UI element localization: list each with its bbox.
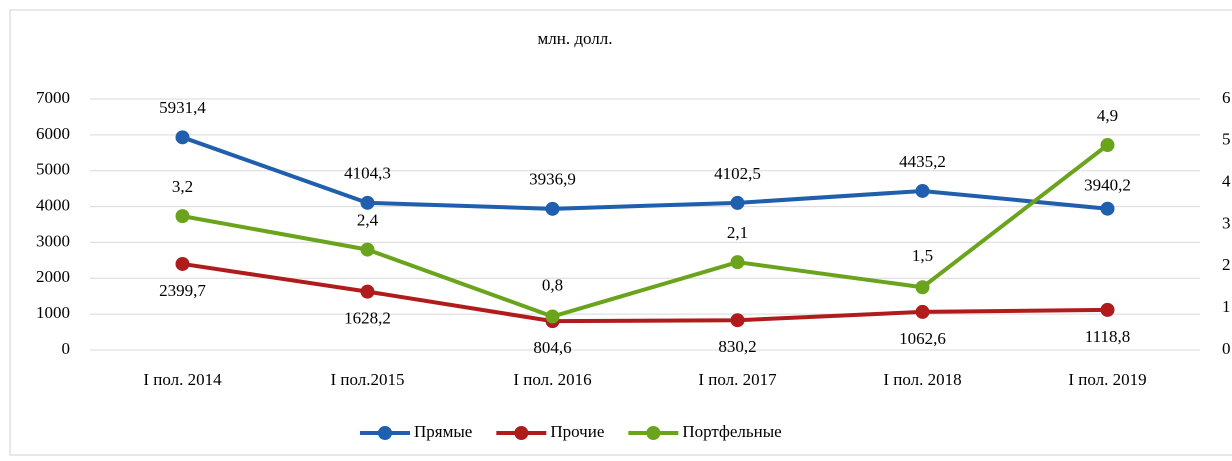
- data-label: 3940,2: [1084, 176, 1131, 195]
- data-label: 2,1: [727, 223, 748, 242]
- y-tick-label: 4000: [36, 195, 70, 214]
- data-label: 1,5: [912, 246, 933, 265]
- data-label: 1628,2: [344, 309, 391, 328]
- point: [360, 242, 375, 257]
- data-label: 2399,7: [159, 281, 206, 300]
- y-tick-label: 2000: [36, 267, 70, 286]
- point: [175, 209, 190, 224]
- legend-label: Портфельные: [682, 422, 781, 441]
- data-label: 4435,2: [899, 152, 946, 171]
- y-tick-label: 3000: [36, 231, 70, 250]
- legend-marker: [378, 426, 392, 440]
- data-label: 4104,3: [344, 164, 391, 183]
- point: [1100, 138, 1115, 153]
- data-label: 830,2: [718, 337, 756, 356]
- point: [915, 183, 930, 198]
- data-label: 2,4: [357, 211, 379, 230]
- point: [730, 195, 745, 210]
- point: [545, 201, 560, 216]
- y-tick-label: 6000: [36, 124, 70, 143]
- y-tick-label: 1000: [36, 303, 70, 322]
- data-label: 4102,5: [714, 164, 761, 183]
- y2-tick-label: 4: [1222, 172, 1231, 191]
- y2-tick-label: 1: [1222, 297, 1231, 316]
- series-line: [182, 261, 1108, 324]
- data-label: 0,8: [542, 275, 563, 294]
- data-label: 4,9: [1097, 106, 1118, 125]
- legend-marker: [514, 426, 529, 440]
- data-label: 3,2: [172, 177, 193, 196]
- legend-label: Прочие: [550, 422, 604, 441]
- data-label: 3936,9: [529, 170, 576, 189]
- data-label: 804,6: [533, 338, 571, 357]
- x-tick-label: I пол.2015: [330, 370, 404, 389]
- series-line: [182, 143, 1109, 319]
- data-label: 1118,8: [1085, 327, 1131, 346]
- x-tick-label: I пол. 2019: [1068, 370, 1146, 389]
- y2-tick-label: 5: [1222, 130, 1231, 149]
- chart-title: млн. долл.: [538, 29, 613, 48]
- point: [360, 284, 375, 299]
- data-label: 5931,4: [159, 98, 206, 117]
- point: [1100, 302, 1115, 317]
- y-tick-label: 5000: [36, 160, 70, 179]
- y2-tick-label: 0: [1222, 339, 1231, 358]
- x-tick-label: I пол. 2014: [143, 370, 222, 389]
- point: [915, 304, 930, 319]
- point: [545, 309, 560, 324]
- y-tick-label: 7000: [36, 88, 70, 107]
- x-tick-label: I пол. 2018: [883, 370, 961, 389]
- y2-tick-label: 3: [1222, 213, 1231, 232]
- data-label: 1062,6: [899, 329, 946, 348]
- x-tick-label: I пол. 2017: [698, 370, 777, 389]
- legend-label: Прямые: [414, 422, 472, 441]
- point: [915, 280, 930, 295]
- y2-tick-label: 6: [1222, 88, 1231, 107]
- point: [730, 313, 745, 328]
- point: [175, 130, 190, 145]
- y2-tick-label: 2: [1222, 255, 1231, 274]
- point: [175, 256, 190, 271]
- series-line: [181, 135, 1108, 211]
- point: [730, 255, 745, 270]
- legend-marker: [646, 426, 661, 440]
- point: [360, 195, 375, 210]
- y-tick-label: 0: [62, 339, 71, 358]
- chart-frame: [9, 9, 1232, 456]
- x-tick-label: I пол. 2016: [513, 370, 591, 389]
- point: [1100, 201, 1115, 216]
